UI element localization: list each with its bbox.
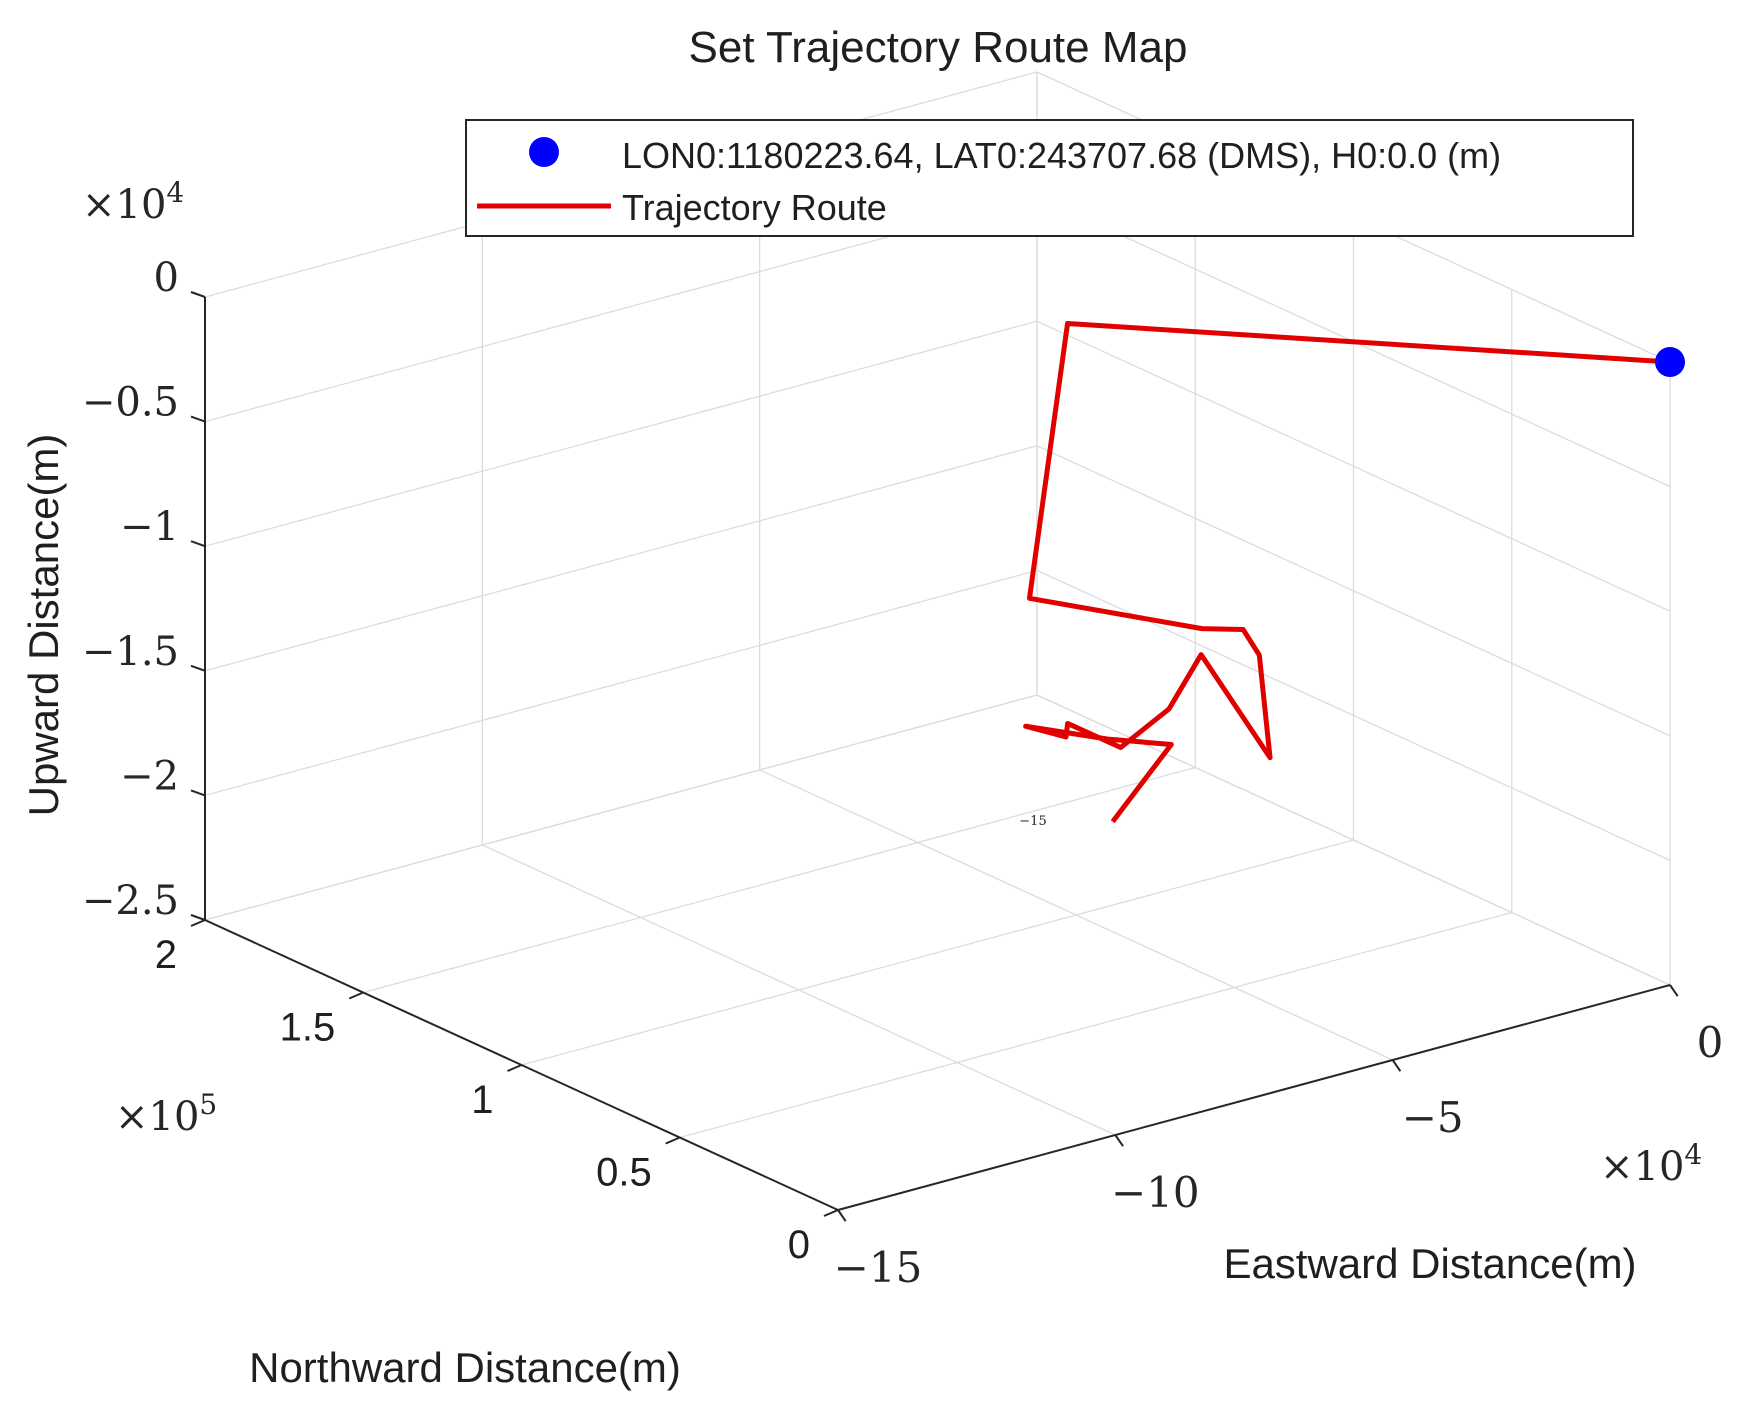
z-axis-label: Upward Distance(m) bbox=[20, 434, 67, 817]
stray-tick-label: −15 bbox=[1019, 814, 1046, 829]
z-tick-mark bbox=[190, 914, 206, 921]
y-tick-label: 1 bbox=[471, 1078, 493, 1122]
floor-gridline-y bbox=[679, 911, 1512, 1139]
x-axis-label: Eastward Distance(m) bbox=[1223, 1240, 1636, 1287]
z-tick-mark bbox=[190, 789, 206, 797]
z-tick-label: −1 bbox=[120, 504, 179, 550]
y-tick-label: 0 bbox=[788, 1223, 810, 1267]
legend: LON0:1180223.64, LAT0:243707.68 (DMS), H… bbox=[465, 119, 1634, 237]
y-tick-mark bbox=[665, 1136, 681, 1145]
floor-gridline-y bbox=[521, 839, 1354, 1066]
back-wall-gridline-z bbox=[204, 569, 1038, 797]
x-tick-label: −10 bbox=[1111, 1168, 1200, 1217]
back-wall-gridline-z bbox=[204, 694, 1038, 921]
x-axis-line bbox=[837, 984, 1671, 1211]
y-tick-label: 1.5 bbox=[280, 1006, 336, 1050]
chart-title: Set Trajectory Route Map bbox=[689, 23, 1188, 72]
y-tick-label: 2 bbox=[155, 933, 177, 977]
back-wall-gridline-z bbox=[204, 320, 1038, 547]
y-tick-label: 0.5 bbox=[596, 1151, 652, 1195]
x-tick-mark bbox=[837, 1209, 847, 1222]
legend-label-route: Trajectory Route bbox=[622, 187, 887, 228]
back-wall-gridline-z bbox=[204, 445, 1038, 672]
ticks-layer: −15 −10 −5 0 0 0.5 1 1.5 2 −2.5 −2 −1.5 −1 −0.5 0 bbox=[82, 255, 1724, 1292]
y-tick-mark bbox=[348, 991, 364, 1000]
trajectory-route-line bbox=[1023, 321, 1671, 824]
y-tick-mark bbox=[823, 1209, 839, 1217]
y-exponent: ×105 bbox=[115, 1088, 217, 1140]
z-tick-mark bbox=[190, 291, 206, 298]
origin-marker bbox=[1655, 347, 1685, 377]
x-tick-mark bbox=[1669, 984, 1679, 997]
z-tick-label: −2.5 bbox=[82, 878, 179, 924]
series-layer bbox=[1023, 321, 1685, 824]
x-tick-label: −5 bbox=[1402, 1093, 1464, 1142]
z-tick-label: 0 bbox=[154, 255, 179, 301]
axes-layer bbox=[204, 297, 1671, 1211]
floor-gridline-y bbox=[363, 766, 1196, 994]
z-tick-label: −0.5 bbox=[82, 380, 179, 426]
z-tick-label: −2 bbox=[120, 753, 179, 799]
x-tick-label: 0 bbox=[1697, 1018, 1724, 1067]
legend-label-origin: LON0:1180223.64, LAT0:243707.68 (DMS), H… bbox=[622, 135, 1501, 176]
y-axis-label: Northward Distance(m) bbox=[249, 1344, 681, 1391]
x-exponent: ×104 bbox=[1600, 1138, 1702, 1190]
x-tick-label: −15 bbox=[834, 1243, 923, 1292]
legend-marker-origin bbox=[529, 137, 559, 167]
side-wall-gridline-z bbox=[1036, 445, 1671, 737]
z-tick-mark bbox=[190, 415, 206, 423]
z-tick-mark bbox=[190, 540, 206, 548]
legend-box bbox=[465, 119, 1634, 237]
x-tick-mark bbox=[1114, 1134, 1124, 1147]
z-tick-mark bbox=[190, 664, 206, 672]
y-tick-mark bbox=[190, 919, 206, 927]
y-tick-mark bbox=[507, 1064, 522, 1072]
side-wall-gridline-z bbox=[1036, 320, 1671, 612]
z-tick-label: −1.5 bbox=[82, 629, 179, 675]
z-exponent: ×104 bbox=[82, 176, 184, 228]
grid-layer bbox=[204, 71, 1671, 1211]
x-tick-mark bbox=[1391, 1059, 1402, 1072]
